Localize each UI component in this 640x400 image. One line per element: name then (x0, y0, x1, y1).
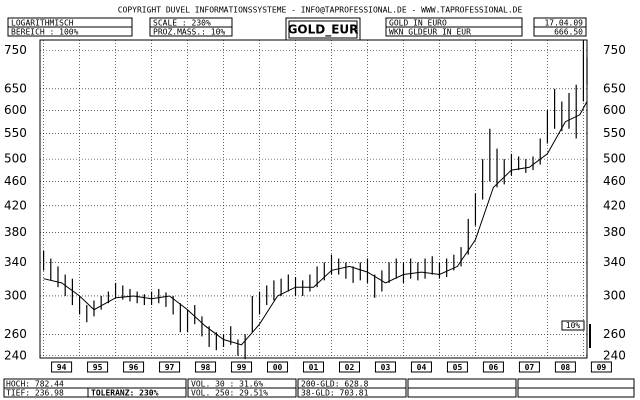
x-tick-label: 00 (273, 363, 283, 372)
x-tick-box (446, 361, 468, 373)
x-tick-box (338, 361, 360, 373)
x-tick-label: 07 (525, 363, 535, 372)
tolerance: TOLERANZ: 230% (91, 389, 159, 398)
x-tick-box (51, 361, 73, 373)
y-tick-label-right: 380 (603, 225, 626, 239)
x-tick-label: 03 (381, 363, 391, 372)
plot-frame (39, 39, 588, 359)
y-tick-label: 550 (4, 126, 27, 140)
info-box (533, 26, 587, 37)
x-tick-label: 04 (417, 363, 427, 372)
y-tick-label: 380 (4, 225, 27, 239)
copyright: COPYRIGHT DUVEL INFORMATIONSSYSTEME - IN… (118, 6, 523, 15)
gld38: 38-GLD: 703.81 (301, 389, 369, 398)
last-price: 666.50 (554, 28, 583, 37)
vol250: VOL. 250: 29.51% (191, 389, 268, 398)
y-tick-label: 340 (4, 255, 27, 269)
title-box-inner (288, 20, 358, 39)
footer-box (297, 387, 407, 398)
info-box (7, 26, 133, 37)
y-tick-label: 300 (4, 288, 27, 302)
high: HOCH: 782.44 (6, 380, 64, 389)
y-tick-label: 500 (4, 152, 27, 166)
y-tick-label-right: 240 (603, 348, 626, 362)
percent-scale: PROZ.MASS.: 10% (153, 28, 225, 37)
moving-average (43, 101, 588, 346)
y-tick-label: 420 (4, 198, 27, 212)
x-tick-box (482, 361, 504, 373)
x-tick-label: 94 (57, 363, 67, 372)
y-tick-label: 460 (4, 174, 27, 188)
footer-box (187, 387, 297, 398)
y-tick-label: 600 (4, 103, 27, 117)
x-tick-box (159, 361, 181, 373)
y-tick-label: 240 (4, 348, 27, 362)
y-tick-label-right: 550 (603, 126, 626, 140)
x-tick-label: 02 (345, 363, 355, 372)
y-tick-label-right: 600 (603, 103, 626, 117)
x-tick-box (123, 361, 145, 373)
scale-marker-box (561, 320, 585, 331)
range: BEREICH : 100% (11, 28, 79, 37)
x-tick-label: 09 (597, 363, 607, 372)
x-tick-label: 06 (489, 363, 499, 372)
x-tick-box (231, 361, 253, 373)
gld200: 200-GLD: 628.8 (301, 380, 369, 389)
footer-box (517, 378, 635, 389)
footer-box (87, 387, 187, 398)
x-tick-box (590, 361, 612, 373)
x-tick-box (195, 361, 217, 373)
x-tick-box (410, 361, 432, 373)
x-tick-box (87, 361, 109, 373)
y-tick-label: 750 (4, 43, 27, 57)
y-tick-label-right: 650 (603, 81, 626, 95)
info-box (149, 26, 233, 37)
x-tick-box (518, 361, 540, 373)
x-tick-label: 08 (561, 363, 571, 372)
info-box (385, 26, 523, 37)
footer-box (517, 387, 635, 398)
x-tick-label: 05 (453, 363, 463, 372)
instrument: GOLD IN EURO (389, 19, 447, 28)
y-tick-label-right: 750 (603, 43, 626, 57)
x-tick-box (554, 361, 576, 373)
y-tick-label-right: 260 (603, 327, 626, 341)
x-tick-label: 96 (129, 363, 139, 372)
y-tick-label-right: 460 (603, 174, 626, 188)
footer-box (407, 387, 517, 398)
footer-box (407, 378, 517, 389)
x-tick-label: 97 (165, 363, 175, 372)
date: 17.04.09 (544, 19, 583, 28)
chart-title: GOLD_EUR (288, 23, 359, 38)
scale-marker: 10% (566, 321, 581, 330)
y-tick-label-right: 340 (603, 255, 626, 269)
low: TIEF: 236.98 (6, 389, 64, 398)
y-tick-label: 650 (4, 81, 27, 95)
x-tick-box (374, 361, 396, 373)
footer: HOCH: 782.44 TIEF: 236.98 TOLERANZ: 230%… (3, 378, 635, 398)
y-tick-label-right: 500 (603, 152, 626, 166)
scale: SCALE : 230% (153, 19, 211, 28)
x-tick-box (303, 361, 324, 373)
vol30: VOL. 30 : 31.6% (191, 380, 263, 389)
x-tick-label: 99 (237, 363, 247, 372)
scale-mode: LOGARITHMISCH (11, 19, 74, 28)
x-tick-label: 95 (93, 363, 103, 372)
y-tick-label-right: 420 (603, 198, 626, 212)
y-tick-label: 260 (4, 327, 27, 341)
x-tick-label: 98 (201, 363, 211, 372)
y-tick-label-right: 300 (603, 288, 626, 302)
x-tick-box (267, 361, 289, 373)
x-tick-label: 01 (309, 363, 319, 372)
wkn: WKN GLDEUR IN EUR (389, 28, 471, 37)
